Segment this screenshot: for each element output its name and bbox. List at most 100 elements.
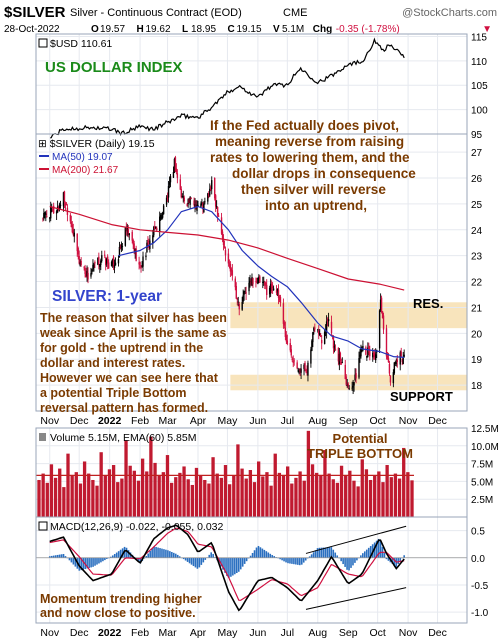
price-candle-body — [189, 196, 191, 205]
volume-bar — [53, 477, 58, 517]
macd-histogram-bar — [324, 547, 327, 558]
price-candle-body — [56, 206, 59, 213]
price-candle-body — [231, 270, 234, 276]
price-candle-body — [58, 204, 61, 210]
price-candle-body — [42, 218, 44, 220]
price-candle-body — [330, 321, 333, 333]
price-candle-body — [258, 276, 260, 279]
commentary-line-2: weak since April is the same as — [39, 326, 226, 340]
price-candle-body — [156, 228, 158, 231]
price-candle-body — [348, 388, 350, 390]
macd-histogram-bar — [354, 557, 356, 563]
macd-xtick-0: Nov — [40, 627, 59, 639]
macd-histogram-bar — [117, 551, 120, 558]
price-candle-body — [244, 291, 246, 292]
price-candle-body — [132, 239, 134, 245]
volume-legend-label: Volume 5.15M, EMA(60) 5.85M — [50, 432, 196, 444]
macd-histogram-bar — [300, 557, 303, 565]
quote-key-h: H — [137, 24, 144, 35]
price-candle-body — [265, 282, 267, 286]
price-candle-body — [168, 182, 171, 185]
commentary-line-7: reversal pattern has formed. — [40, 401, 208, 415]
macd-histogram-bar — [48, 556, 51, 558]
macd-panel: 0.5 0.0 -0.5 -1.0 MACD(12,26,9) -0.022, -0.0… — [35, 516, 489, 624]
price-candle-body — [266, 284, 268, 295]
macd-histogram-bar — [403, 555, 405, 558]
price-candle-body — [340, 362, 343, 364]
macd-histogram-bar — [190, 557, 193, 565]
price-candle-body — [259, 276, 261, 283]
macd-histogram-bar — [100, 557, 102, 563]
macd-histogram-bar — [194, 557, 197, 568]
macd-histogram-bar — [165, 549, 167, 558]
price-candle-body — [84, 267, 86, 275]
macd-histogram-bar — [113, 553, 116, 558]
volume-bar — [58, 468, 62, 517]
volume-bar — [252, 482, 257, 517]
macd-histogram-bar — [139, 557, 142, 564]
price-candle-body — [367, 347, 369, 357]
volume-bar — [66, 453, 70, 517]
macd-histogram-bar — [289, 557, 291, 564]
macd-upper-trendline — [305, 525, 407, 554]
price-xtick-7: Jun — [249, 415, 266, 427]
price-candle-body — [124, 227, 127, 246]
price-xtick-12: Nov — [399, 415, 418, 427]
macd-histogram-bar — [391, 557, 394, 564]
price-candle-body — [394, 361, 397, 364]
macd-histogram-bar — [302, 557, 305, 563]
macd-histogram-bar — [149, 551, 151, 558]
price-candle-body — [104, 254, 106, 256]
price-candle-body — [327, 319, 330, 322]
macd-histogram-bar — [222, 557, 224, 570]
macd-histogram-bar — [263, 549, 266, 558]
price-candle-body — [283, 322, 286, 326]
chart-date: 28-Oct-2022 — [4, 24, 60, 35]
macd-histogram-bar — [167, 550, 169, 558]
macd-histogram-bar — [74, 557, 77, 567]
macd-histogram-bar — [155, 546, 157, 558]
macd-histogram-bar — [86, 557, 88, 569]
price-candle-body — [257, 277, 259, 284]
macd-histogram-bar — [328, 547, 331, 558]
volume-bar — [107, 469, 112, 517]
macd-legend-swatch — [38, 521, 48, 531]
macd-histogram-bar — [265, 551, 268, 558]
macd-histogram-bar — [56, 554, 59, 558]
price-candle-body — [55, 211, 58, 214]
commentary-line-1: The reason that silver has been — [40, 311, 227, 325]
volume-bar — [165, 455, 170, 517]
volume-bar — [273, 453, 277, 517]
price-candle-body — [146, 242, 148, 253]
quote-value-o: 19.57 — [100, 24, 125, 35]
macd-histogram-bar — [226, 557, 228, 576]
price-candle-body — [221, 231, 224, 240]
macd-histogram-bar — [145, 556, 148, 558]
macd-histogram-bar — [316, 548, 319, 558]
price-candle-body — [312, 332, 314, 343]
price-candle-body — [399, 352, 401, 365]
price-xtick-1: Dec — [70, 415, 89, 427]
price-candle-body — [227, 253, 230, 264]
volume-bar — [99, 452, 103, 517]
price-candle-body — [360, 347, 362, 357]
price-candle-body — [264, 282, 266, 286]
price-candle-body — [279, 296, 282, 303]
price-xtick-2: 2022 — [98, 415, 122, 427]
macd-histogram-bar — [172, 552, 175, 558]
price-candle-body — [187, 199, 189, 205]
price-candle-body — [141, 265, 143, 267]
price-candle-body — [190, 197, 192, 200]
macd-histogram-bar — [379, 540, 382, 558]
price-candle-body — [373, 352, 375, 356]
volume-bar — [219, 477, 224, 517]
volume-bar — [174, 477, 178, 517]
price-candle-body — [333, 346, 336, 348]
price-panel-frame — [35, 133, 468, 412]
price-candle-body — [69, 214, 72, 222]
macd-histogram-bar — [334, 552, 337, 558]
macd-histogram-bar — [106, 557, 108, 559]
pattern-label-line-2: TRIPLE BOTTOM — [307, 446, 413, 461]
quote-value-v: 5.1M — [282, 24, 304, 35]
price-candle-body — [248, 282, 250, 292]
